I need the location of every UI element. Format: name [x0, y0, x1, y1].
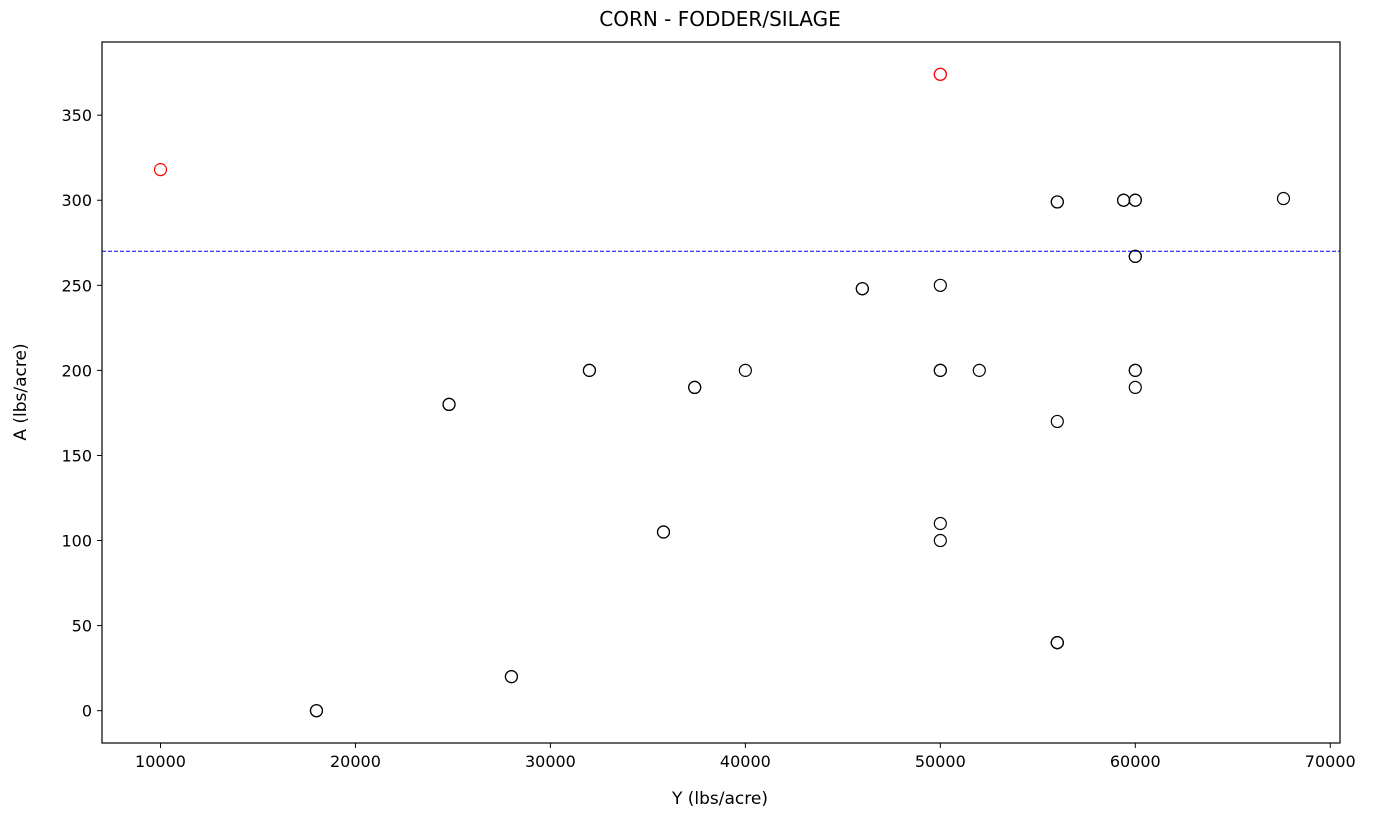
data-point: [309, 704, 324, 718]
data-point: [1128, 193, 1142, 207]
data-point: [933, 533, 947, 548]
data-point: [933, 278, 947, 292]
y-tick-label: 50: [72, 617, 92, 636]
y-tick-label: 350: [61, 106, 92, 125]
data-point: [738, 363, 752, 377]
x-tick-label: 50000: [915, 752, 966, 771]
y-tick-label: 300: [61, 191, 92, 210]
y-tick-label: 200: [61, 361, 92, 380]
data-point: [972, 363, 986, 377]
y-axis-title: A (lbs/acre): [11, 343, 31, 440]
x-tick-label: 30000: [525, 752, 576, 771]
x-tick-label: 60000: [1110, 752, 1161, 771]
data-point: [1128, 249, 1142, 263]
chart-title: CORN - FODDER/SILAGE: [599, 7, 840, 31]
data-point: [1276, 191, 1291, 206]
y-tick-label: 0: [82, 702, 92, 721]
data-point: [153, 163, 168, 177]
data-point: [582, 363, 597, 377]
x-tick-label: 40000: [720, 752, 771, 771]
data-point: [933, 363, 947, 377]
y-tick-label: 250: [61, 276, 92, 295]
data-point: [1050, 414, 1064, 429]
data-point: [1128, 380, 1142, 394]
plot-frame: [101, 41, 1341, 744]
data-point: [504, 670, 519, 684]
data-point: [1128, 363, 1142, 377]
x-axis-title: Y (lbs/acre): [671, 789, 768, 809]
data-point: [1050, 636, 1064, 650]
data-point: [688, 380, 702, 394]
y-tick-label: 100: [61, 532, 92, 551]
data-point: [1050, 195, 1064, 209]
data-point: [933, 516, 947, 531]
data-point: [855, 282, 869, 296]
data-point: [656, 525, 671, 539]
x-tick-label: 10000: [135, 752, 186, 771]
plot-area: 10000 20000 30000 40000 50000 60000 70000 0 50 10…: [61, 41, 1356, 771]
y-tick-label: 150: [61, 446, 92, 465]
data-point: [442, 397, 456, 412]
x-tick-label: 70000: [1305, 752, 1356, 771]
data-point: [933, 67, 947, 81]
x-tick-label: 20000: [330, 752, 381, 771]
